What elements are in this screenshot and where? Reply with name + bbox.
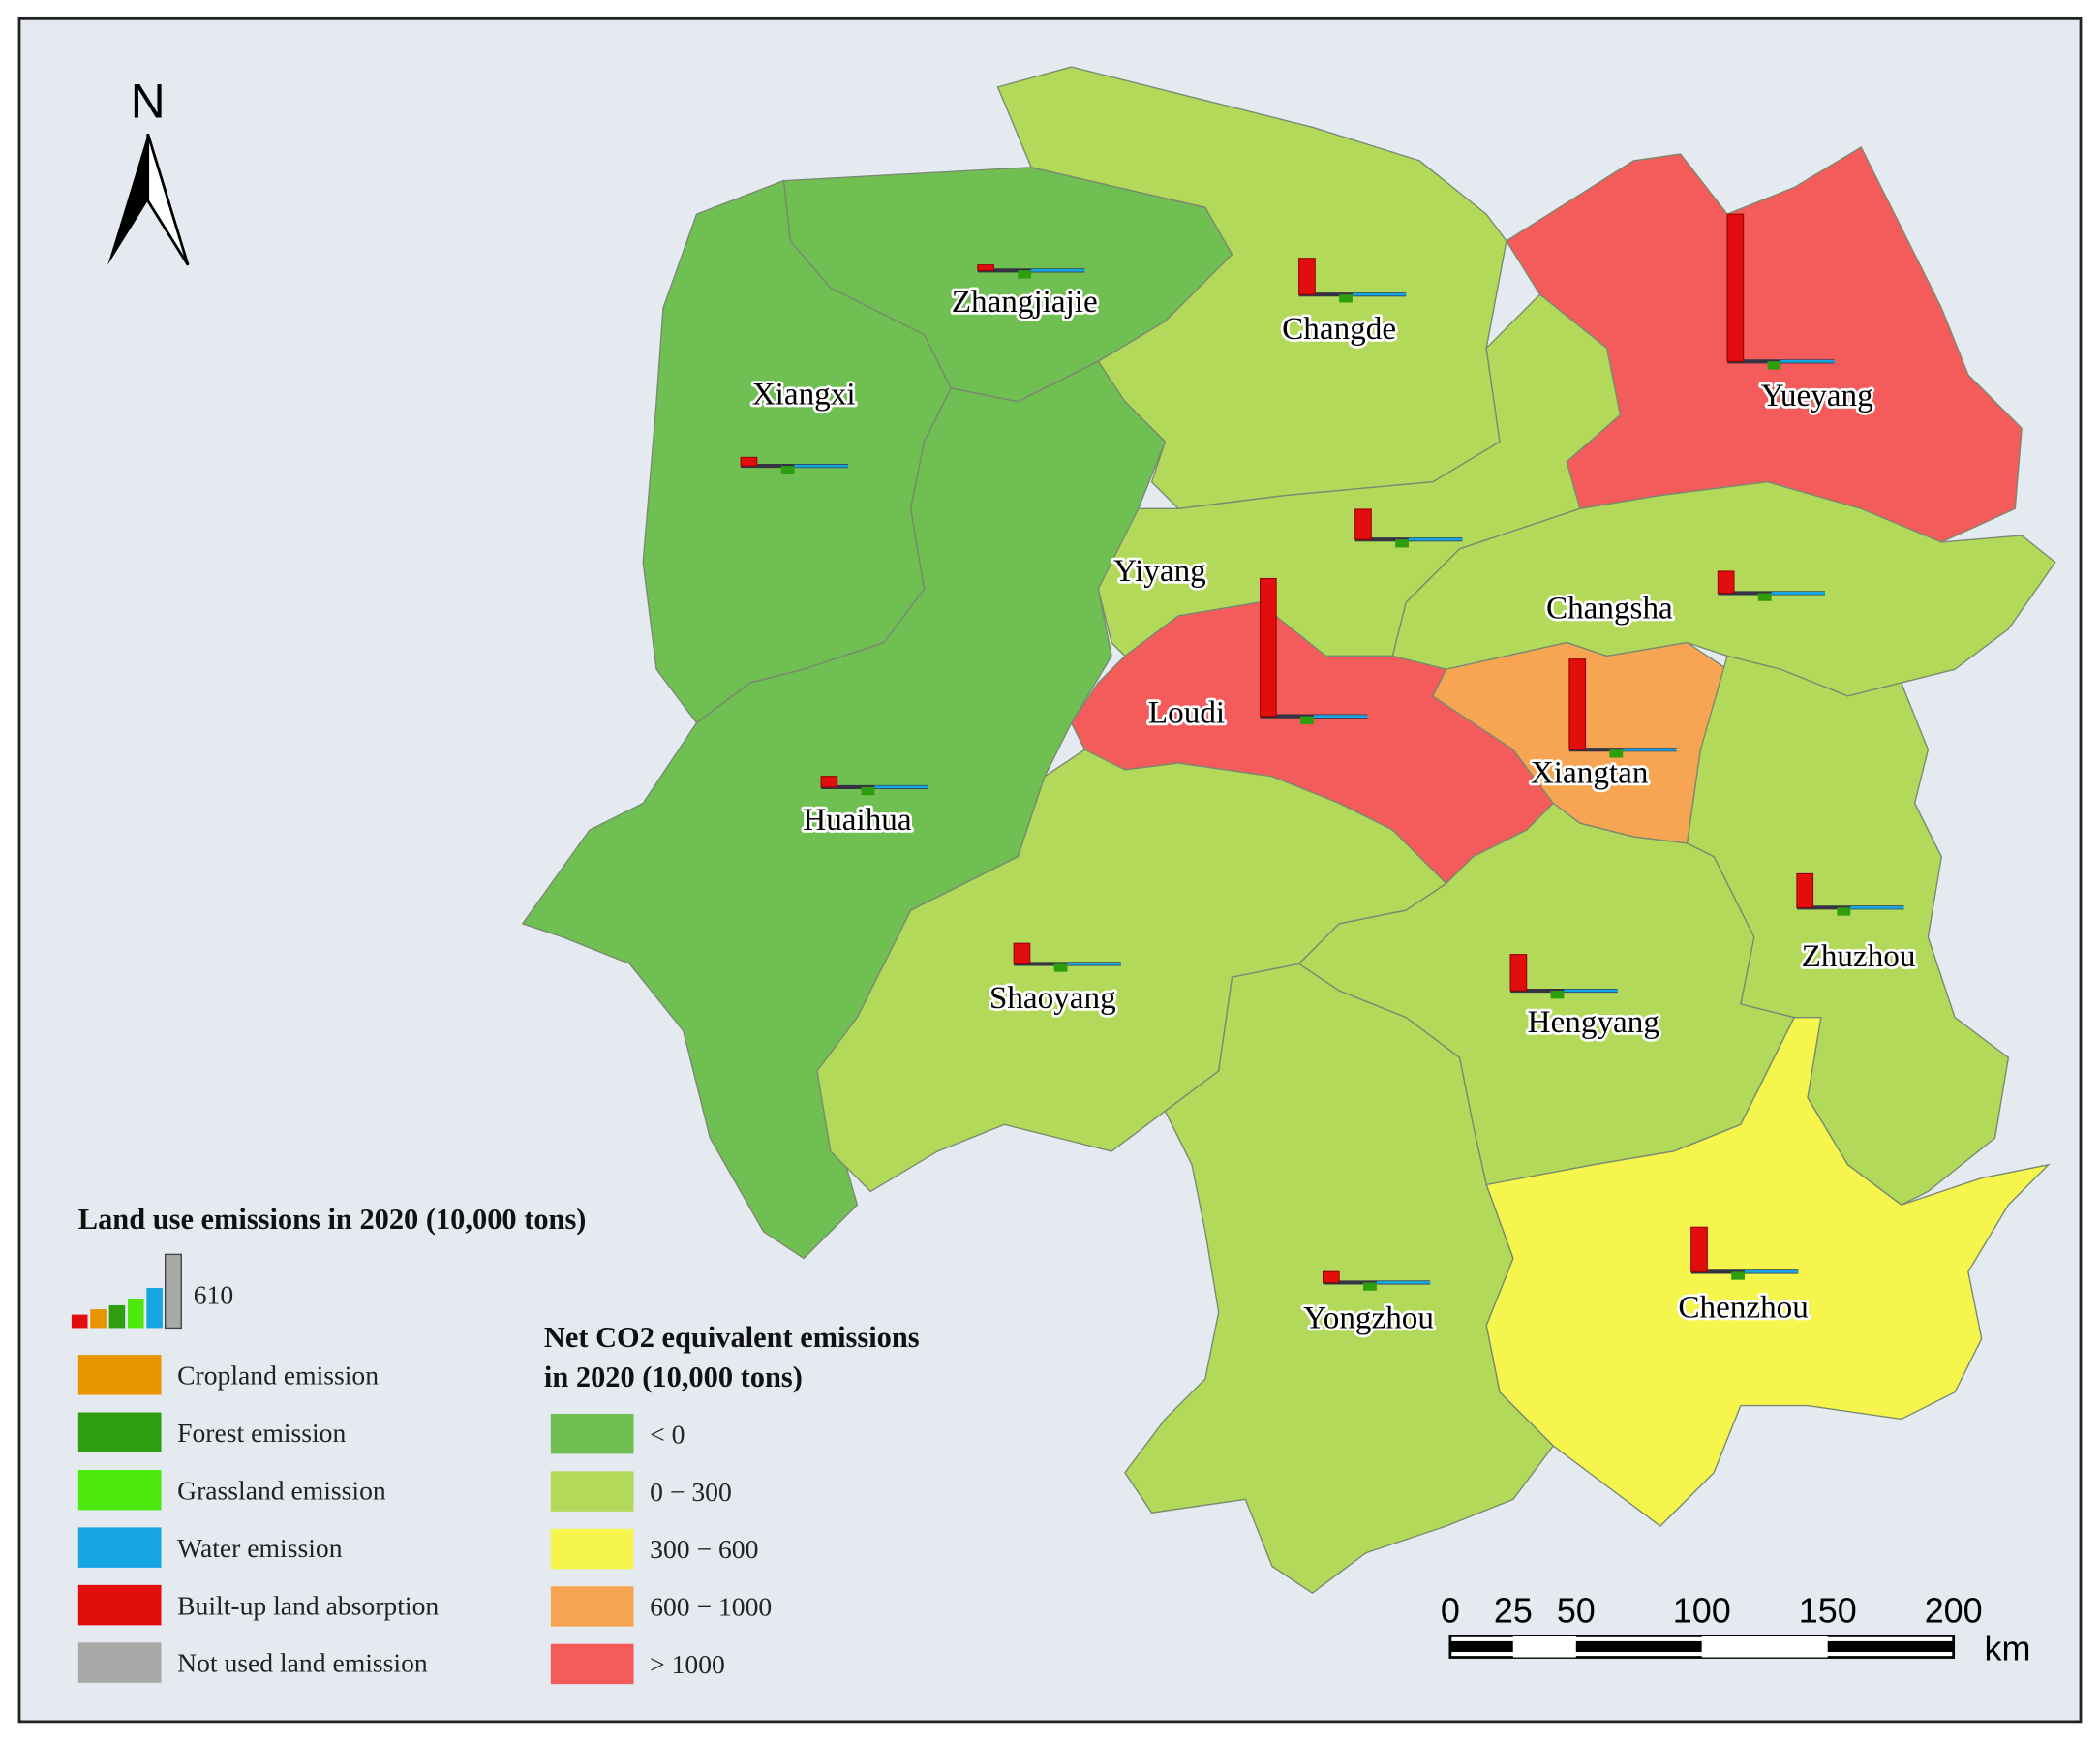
forest-bar xyxy=(1550,991,1565,999)
city-label: Xiangxi xyxy=(752,377,856,413)
city-label: Yueyang xyxy=(1761,378,1873,413)
built-up-bar xyxy=(1690,1226,1708,1272)
city-label: Loudi xyxy=(1148,695,1225,731)
legend-reference-bar xyxy=(164,1253,182,1330)
legend-swatch xyxy=(550,1413,634,1454)
legend-label: Grassland emission xyxy=(177,1475,386,1505)
legend-label: > 1000 xyxy=(650,1649,725,1679)
forest-bar xyxy=(1767,361,1781,370)
built-up-bar xyxy=(740,456,758,467)
forest-bar xyxy=(1363,1282,1377,1291)
city-label: Zhangjiajie xyxy=(952,284,1098,320)
legend-label: Forest emission xyxy=(177,1418,346,1448)
legend-title: in 2020 (10,000 tons) xyxy=(544,1361,803,1393)
built-up-bar xyxy=(1509,954,1528,992)
legend-swatch xyxy=(550,1586,634,1627)
legend-title: Net CO2 equivalent emissions xyxy=(544,1321,920,1354)
built-up-bar xyxy=(820,776,838,788)
city-label: Yiyang xyxy=(1113,553,1206,589)
legend-label: 600 − 1000 xyxy=(650,1592,772,1622)
regions xyxy=(521,66,2056,1595)
scale-tick-label: 50 xyxy=(1557,1591,1596,1631)
legend-reference-label: 610 xyxy=(194,1280,233,1310)
city-label: Zhuzhou xyxy=(1802,938,1916,974)
scale-bar-segment xyxy=(1827,1640,1954,1652)
built-up-bar xyxy=(1013,942,1031,964)
city-label: Changde xyxy=(1282,311,1396,347)
scale-unit: km xyxy=(1984,1628,2030,1667)
legend-sample-bars xyxy=(71,1287,163,1329)
city-label: Huaihua xyxy=(803,802,912,838)
scale-bar-segment xyxy=(1512,1636,1576,1658)
forest-bar xyxy=(1757,593,1772,601)
legend-swatch xyxy=(550,1471,634,1512)
legend-swatch xyxy=(550,1528,634,1570)
forest-bar xyxy=(1339,294,1353,303)
north-arrow xyxy=(146,133,190,266)
scale-bar-segment xyxy=(1449,1640,1513,1652)
legend-label: Cropland emission xyxy=(177,1360,379,1390)
legend-label: Built-up land absorption xyxy=(177,1590,439,1620)
built-up-bar xyxy=(977,264,994,271)
forest-bar xyxy=(1300,716,1314,724)
scale-tick-label: 150 xyxy=(1799,1591,1857,1631)
scale-tick-label: 0 xyxy=(1441,1591,1460,1631)
legend-swatch xyxy=(77,1469,162,1511)
forest-bar xyxy=(1731,1271,1746,1280)
built-up-bar xyxy=(1259,577,1277,718)
legend-title: Land use emissions in 2020 (10,000 tons) xyxy=(78,1203,587,1236)
forest-bar xyxy=(1053,963,1068,972)
forest-bar xyxy=(1609,749,1624,758)
legend-label: < 0 xyxy=(650,1419,685,1449)
built-up-bar xyxy=(1568,658,1587,750)
city-label: Hengyang xyxy=(1528,1004,1659,1040)
legend-swatch xyxy=(77,1412,162,1452)
legend-swatch xyxy=(550,1643,634,1685)
legend-label: Water emission xyxy=(177,1533,343,1563)
legend-label: Not used land emission xyxy=(177,1648,428,1678)
forest-bar xyxy=(861,786,875,796)
city-label: Xiangtan xyxy=(1531,755,1649,791)
built-up-bar xyxy=(1298,258,1316,295)
legend-swatch xyxy=(77,1642,162,1683)
legend-swatch xyxy=(77,1584,162,1626)
built-up-bar xyxy=(1726,213,1745,362)
legend-label: 300 − 600 xyxy=(650,1534,758,1564)
forest-bar xyxy=(1395,539,1410,548)
scale-bar-segment xyxy=(1701,1636,1828,1658)
north-label: N xyxy=(131,75,166,129)
forest-bar xyxy=(780,466,795,474)
bars: Zhangjiajie Changde Yueyang Xiangxi Yiyang Ch… xyxy=(740,213,1919,1338)
city-label: Chenzhou xyxy=(1678,1289,1809,1325)
city-label: Shaoyang xyxy=(989,980,1116,1016)
legend: Cropland emission Forest emission Grasslan… xyxy=(77,1253,920,1685)
scale-tick-label: 200 xyxy=(1925,1591,1983,1631)
city-label: Yongzhou xyxy=(1303,1300,1434,1335)
legend-swatch xyxy=(77,1355,162,1395)
city-label: Changsha xyxy=(1546,591,1673,627)
scale-tick-label: 25 xyxy=(1494,1591,1533,1631)
forest-bar xyxy=(1018,270,1032,279)
legend-swatch xyxy=(77,1527,162,1568)
scale-tick-label: 100 xyxy=(1673,1591,1731,1631)
scale-bar-segment xyxy=(1575,1640,1702,1652)
built-up-bar xyxy=(1354,508,1372,540)
built-up-bar xyxy=(1322,1270,1340,1283)
built-up-bar xyxy=(1717,570,1735,594)
built-up-bar xyxy=(1796,872,1814,908)
legend-label: 0 − 300 xyxy=(650,1477,732,1507)
forest-bar xyxy=(1837,907,1851,916)
